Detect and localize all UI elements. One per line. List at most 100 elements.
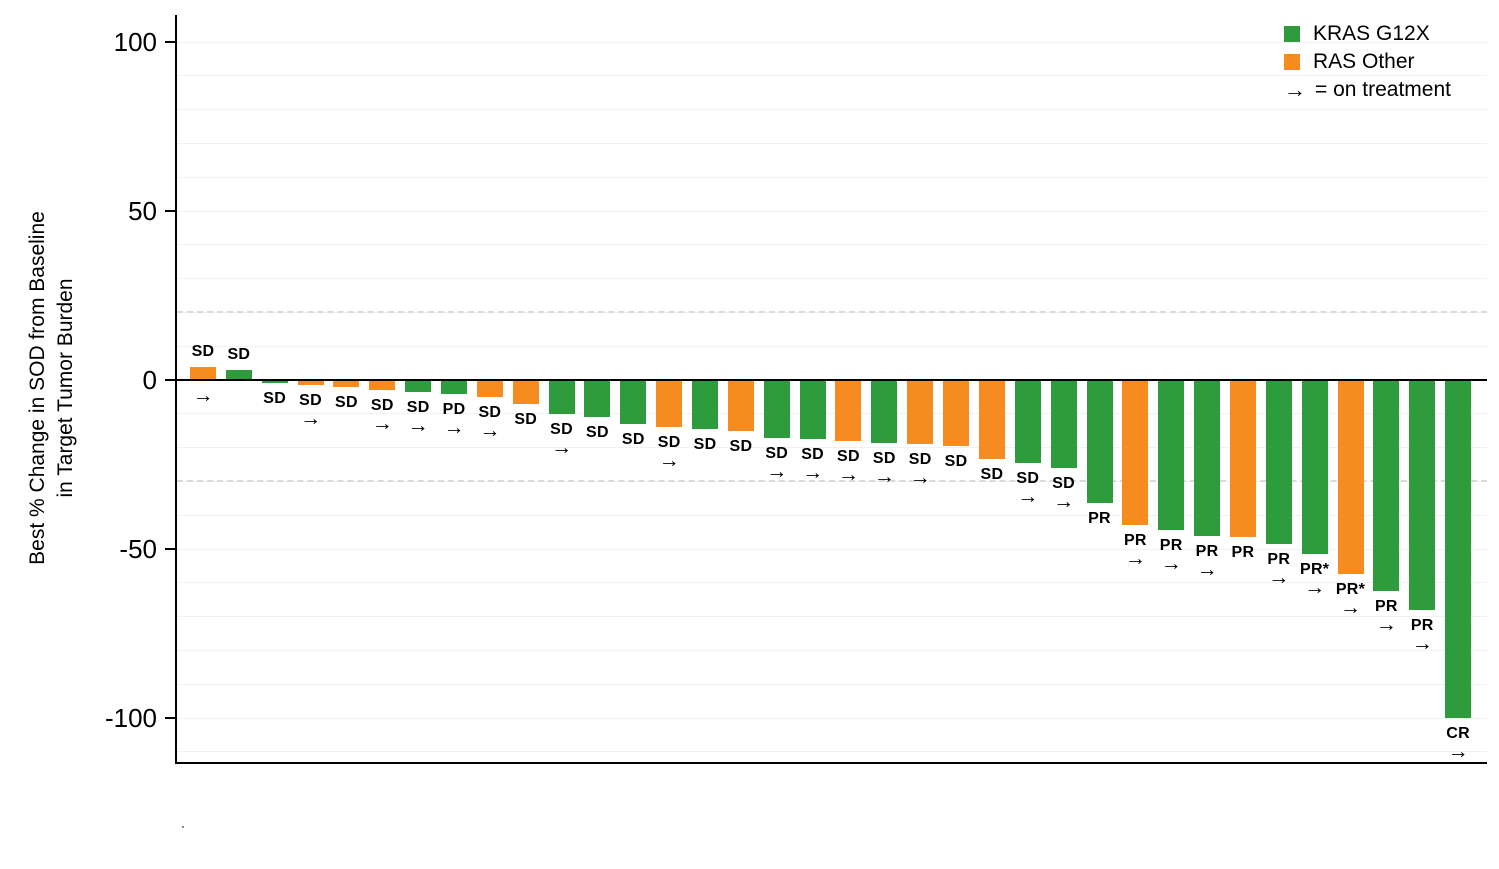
gridline bbox=[177, 41, 1487, 43]
plot-area: SD → SD SD SD → SD SD → SD → PD → SD → SD SD → SD SD SD → SD SD… bbox=[105, 15, 1487, 764]
bar bbox=[727, 380, 754, 431]
bar bbox=[978, 380, 1005, 460]
gridline bbox=[177, 751, 1487, 753]
bar bbox=[1086, 380, 1113, 504]
bar-response-label: SD bbox=[1016, 469, 1040, 487]
bar bbox=[584, 380, 611, 418]
on-treatment-arrow-icon: → bbox=[1340, 596, 1362, 620]
on-treatment-arrow-icon: → bbox=[1411, 631, 1433, 655]
y-axis-tick bbox=[165, 41, 177, 44]
bar-response-label: PR bbox=[1267, 550, 1291, 568]
bar-response-label: SD bbox=[406, 398, 430, 416]
bar bbox=[1050, 380, 1077, 468]
bar bbox=[476, 380, 503, 397]
gridline bbox=[177, 717, 1487, 719]
bar-response-label: PR* bbox=[1335, 581, 1366, 599]
bar-response-label: PD bbox=[442, 400, 466, 418]
bar-response-label: PR bbox=[1374, 598, 1398, 616]
gridline bbox=[177, 75, 1487, 77]
on-treatment-arrow-icon: → bbox=[1304, 576, 1326, 600]
legend-item-ras-other: RAS Other bbox=[1284, 48, 1451, 76]
bar-response-label: SD bbox=[227, 345, 251, 363]
bar-response-label: PR bbox=[1123, 532, 1147, 550]
y-axis-tick bbox=[165, 548, 177, 551]
bar-response-label: SD bbox=[765, 444, 789, 462]
bar-response-label: PR bbox=[1088, 510, 1111, 528]
gridline bbox=[177, 278, 1487, 280]
bar-response-label: SD bbox=[514, 410, 538, 428]
reference-line-20 bbox=[177, 311, 1487, 314]
bar-response-label: SD bbox=[837, 447, 860, 465]
bar-response-label: SD bbox=[550, 420, 573, 438]
bar bbox=[1194, 380, 1221, 536]
bar-response-label: SD bbox=[370, 397, 394, 415]
bar bbox=[692, 380, 719, 430]
bar-response-label: SD bbox=[980, 466, 1004, 484]
bar bbox=[1122, 380, 1149, 526]
bar bbox=[261, 380, 288, 384]
y-axis-tick-label: -100 bbox=[104, 703, 157, 734]
on-treatment-arrow-icon: → bbox=[1268, 565, 1290, 589]
on-treatment-arrow-icon: → bbox=[192, 384, 214, 408]
y-axis-tick-label: 0 bbox=[142, 365, 157, 396]
gridline bbox=[177, 582, 1487, 584]
bar bbox=[871, 380, 898, 443]
y-axis-tick bbox=[165, 379, 177, 382]
bar bbox=[1445, 380, 1472, 719]
zero-baseline bbox=[177, 379, 1487, 382]
gridline bbox=[177, 616, 1487, 618]
bar-response-label: PR bbox=[1159, 537, 1183, 555]
bar-response-label: SD bbox=[693, 436, 717, 454]
right-arrow-icon: → bbox=[1284, 77, 1306, 102]
gridline bbox=[177, 548, 1487, 550]
bar bbox=[512, 380, 539, 404]
bar bbox=[656, 380, 683, 428]
reference-line--30 bbox=[177, 480, 1487, 483]
on-treatment-arrow-icon: → bbox=[837, 462, 859, 486]
on-treatment-arrow-icon: → bbox=[1017, 484, 1039, 508]
gridline bbox=[177, 649, 1487, 651]
legend: KRAS G12X RAS Other → = on treatment bbox=[1284, 20, 1451, 104]
on-treatment-arrow-icon: → bbox=[658, 449, 680, 473]
legend-note-on-treatment: → = on treatment bbox=[1284, 76, 1451, 104]
bar-response-label: PR bbox=[1410, 616, 1434, 634]
y-axis-tick bbox=[165, 717, 177, 720]
bar-response-label: SD bbox=[657, 434, 681, 452]
bar bbox=[799, 380, 826, 440]
y-axis-tick-label: 100 bbox=[113, 27, 157, 58]
on-treatment-arrow-icon: → bbox=[1447, 740, 1469, 764]
on-treatment-arrow-icon: → bbox=[1160, 552, 1182, 576]
y-axis-tick-label: 50 bbox=[128, 196, 157, 227]
bar bbox=[907, 380, 934, 445]
bar bbox=[1373, 380, 1400, 592]
gridline bbox=[177, 413, 1487, 415]
on-treatment-arrow-icon: → bbox=[1196, 557, 1218, 581]
bar bbox=[1337, 380, 1364, 575]
bar-response-label: PR bbox=[1195, 542, 1219, 560]
bar-response-label: SD bbox=[299, 392, 322, 410]
legend-note-text: = on treatment bbox=[1315, 78, 1451, 101]
bar-response-label: SD bbox=[944, 452, 968, 470]
bar bbox=[1301, 380, 1328, 555]
bar bbox=[1409, 380, 1436, 610]
on-treatment-arrow-icon: → bbox=[300, 407, 322, 431]
on-treatment-arrow-icon: → bbox=[371, 412, 393, 436]
bar-response-label: SD bbox=[621, 430, 645, 448]
legend-item-kras-g12x: KRAS G12X bbox=[1284, 20, 1451, 48]
bar bbox=[297, 380, 324, 386]
legend-swatch-ras-other bbox=[1284, 54, 1300, 70]
bar-response-label: SD bbox=[263, 390, 287, 408]
bar bbox=[441, 380, 468, 394]
bar bbox=[548, 380, 575, 414]
on-treatment-arrow-icon: → bbox=[1375, 613, 1397, 637]
gridline bbox=[177, 345, 1487, 347]
bar-response-label: PR* bbox=[1299, 561, 1330, 579]
gridline bbox=[177, 176, 1487, 178]
gridline bbox=[177, 514, 1487, 516]
y-axis-tick bbox=[165, 210, 177, 213]
bar bbox=[1014, 380, 1041, 463]
bar bbox=[1265, 380, 1292, 544]
bar-response-label: SD bbox=[191, 342, 215, 360]
bar-response-label: SD bbox=[478, 403, 502, 421]
bar-response-label: SD bbox=[872, 449, 896, 467]
